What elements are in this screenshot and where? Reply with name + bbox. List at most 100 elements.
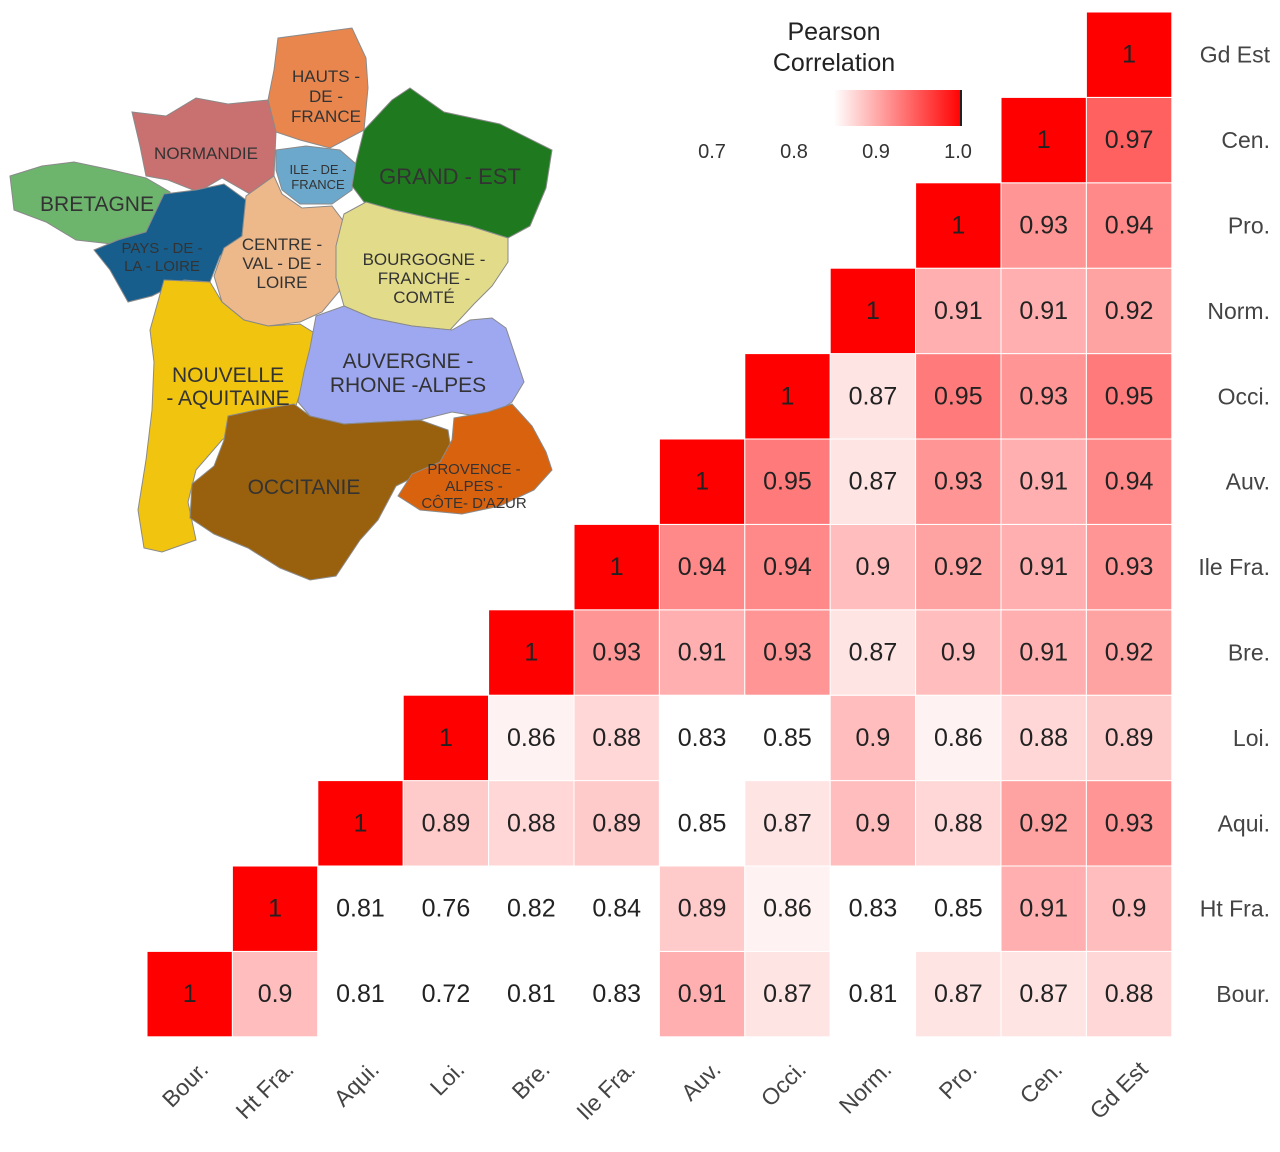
- region-label-line: OCCITANIE: [248, 476, 361, 499]
- region-label-line: ILE - DE -: [289, 162, 346, 177]
- heatmap-cell-label: 0.86: [934, 724, 983, 752]
- heatmap-cell-label: 0.92: [1019, 809, 1068, 837]
- heatmap-cell: [915, 694, 1002, 782]
- region-shape-ile-de-france: [275, 145, 357, 205]
- heatmap-cell-label: 0.91: [934, 297, 983, 325]
- heatmap-cell-label: 0.83: [592, 980, 641, 1008]
- heatmap-cell-label: 0.86: [763, 895, 812, 923]
- heatmap-cell: [402, 694, 490, 782]
- region-label-line: PROVENCE -: [427, 461, 520, 478]
- heatmap-cell-label: 0.89: [592, 809, 641, 837]
- heatmap-cell: [744, 950, 831, 1038]
- x-tick-label: Aqui.: [329, 1056, 384, 1111]
- heatmap-cell: [829, 609, 917, 696]
- heatmap-cell-label: 0.81: [336, 980, 385, 1008]
- heatmap-cell-label: 0.87: [849, 468, 898, 496]
- heatmap-cell-label: 0.91: [1019, 639, 1068, 667]
- y-tick-label: Bour.: [1216, 981, 1270, 1007]
- heatmap-cell: [915, 353, 1002, 440]
- heatmap-cell-label: 0.81: [336, 895, 385, 923]
- heatmap-cell-label: 0.94: [1105, 212, 1154, 240]
- heatmap-cell: [1000, 353, 1087, 440]
- legend-tick-label: 1.0: [944, 141, 972, 163]
- heatmap-cells: [146, 11, 1173, 1038]
- heatmap-cell-label: 0.81: [849, 980, 898, 1008]
- heatmap-cell: [488, 609, 575, 696]
- heatmap-cell-label: 1: [781, 382, 795, 410]
- region-label-line: ALPES -: [445, 478, 503, 495]
- x-tick-label: Cen.: [1014, 1056, 1067, 1109]
- heatmap-cell: [231, 865, 319, 952]
- heatmap-cell: [1085, 950, 1173, 1038]
- region-label-hauts-de-france: HAUTS -DE -FRANCE: [291, 67, 361, 126]
- heatmap-cell-label: 0.87: [763, 980, 812, 1008]
- x-tick-label: Bre.: [507, 1056, 555, 1104]
- heatmap-cell-label: 1: [695, 468, 709, 496]
- x-tick-label: Loi.: [425, 1056, 470, 1101]
- y-tick-label: Norm.: [1207, 298, 1270, 324]
- region-shape-provence-alpes-cote-dazur: [397, 403, 553, 515]
- heatmap-cell-label: 0.83: [678, 724, 727, 752]
- heatmap-cell-label: 0.86: [507, 724, 556, 752]
- heatmap-cell: [829, 865, 917, 952]
- x-axis: Bour. Ht Fra. Aqui. Loi. Bre. Ile Fra. Auv. Occ…: [157, 1056, 1153, 1125]
- heatmap-cell-label: 1: [183, 980, 197, 1008]
- heatmap-cell: [744, 865, 831, 952]
- heatmap-cell-label: 1: [524, 639, 538, 667]
- y-tick-label: Occi.: [1218, 383, 1270, 409]
- heatmap-cell-label: 0.87: [1019, 980, 1068, 1008]
- region-label-grand-est: GRAND - EST: [379, 164, 521, 189]
- heatmap-cell-label: 0.89: [1105, 724, 1154, 752]
- heatmap-cell-label: 0.9: [856, 553, 891, 581]
- region-label-line: FRANCE: [291, 107, 361, 126]
- legend-color-bar: [834, 90, 962, 126]
- heatmap-cell-label: 0.9: [856, 724, 891, 752]
- y-tick-label: Ile Fra.: [1198, 554, 1270, 580]
- heatmap-cell-label: 1: [951, 212, 965, 240]
- region-label-line: FRANCHE -: [378, 269, 471, 288]
- region-label-line: NORMANDIE: [154, 144, 258, 163]
- heatmap-cell-label: 0.91: [1019, 468, 1068, 496]
- x-tick-label: Ht Fra.: [231, 1056, 299, 1124]
- heatmap-cell: [915, 780, 1002, 867]
- region-label-provence-alpes-cote-dazur: PROVENCE -ALPES -CÔTE- D'AZUR: [421, 461, 527, 512]
- heatmap-cell: [1085, 694, 1173, 782]
- heatmap-cell: [1085, 267, 1173, 355]
- heatmap-cell: [1000, 438, 1087, 525]
- heatmap: 1 0.910.810.8110.720.760.8910.810.820.880…: [146, 11, 1271, 1125]
- heatmap-cell-label: 0.9: [941, 639, 976, 667]
- heatmap-cell-label: 0.72: [422, 980, 471, 1008]
- heatmap-cell: [402, 865, 490, 952]
- region-label-line: LOIRE: [256, 273, 307, 292]
- y-tick-label: Aqui.: [1218, 810, 1270, 836]
- heatmap-cell-label: 0.85: [763, 724, 812, 752]
- heatmap-cell-label: 0.93: [1019, 382, 1068, 410]
- heatmap-cell: [1000, 950, 1087, 1038]
- region-shape-grand-est: [351, 87, 553, 239]
- heatmap-cell: [829, 694, 917, 782]
- heatmap-cell-label: 0.93: [934, 468, 983, 496]
- heatmap-cell-label: 0.93: [1019, 212, 1068, 240]
- heatmap-cell: [658, 523, 746, 611]
- heatmap-cell: [915, 438, 1002, 525]
- region-label-pays-de-la-loire: PAYS - DE -LA - LOIRE: [121, 240, 202, 275]
- heatmap-cell: [744, 780, 831, 867]
- region-label-centre-val-de-loire: CENTRE -VAL - DE -LOIRE: [242, 235, 322, 292]
- heatmap-cell-label: 0.92: [1105, 297, 1154, 325]
- legend-ticks: 0.7 0.8 0.9 1.0: [698, 141, 972, 163]
- heatmap-cell: [915, 267, 1002, 355]
- heatmap-cell-label: 0.9: [1112, 895, 1147, 923]
- legend-tick-label: 0.7: [698, 141, 726, 163]
- heatmap-cell-label: 1: [610, 553, 624, 581]
- heatmap-cell-label: 0.85: [678, 809, 727, 837]
- heatmap-cell-label: 0.92: [1105, 639, 1154, 667]
- heatmap-cell: [658, 438, 746, 525]
- heatmap-cell-label: 1: [1037, 126, 1051, 154]
- heatmap-cell: [402, 950, 490, 1038]
- heatmap-cell-labels: 1 0.910.810.8110.720.760.8910.810.820.880…: [183, 41, 1154, 1008]
- region-label-normandie: NORMANDIE: [154, 144, 258, 163]
- region-label-ile-de-france: ILE - DE -FRANCE: [289, 162, 346, 192]
- heatmap-cell: [1085, 96, 1173, 184]
- region-label-bourgogne-franche-comte: BOURGOGNE -FRANCHE -COMTÉ: [363, 250, 486, 307]
